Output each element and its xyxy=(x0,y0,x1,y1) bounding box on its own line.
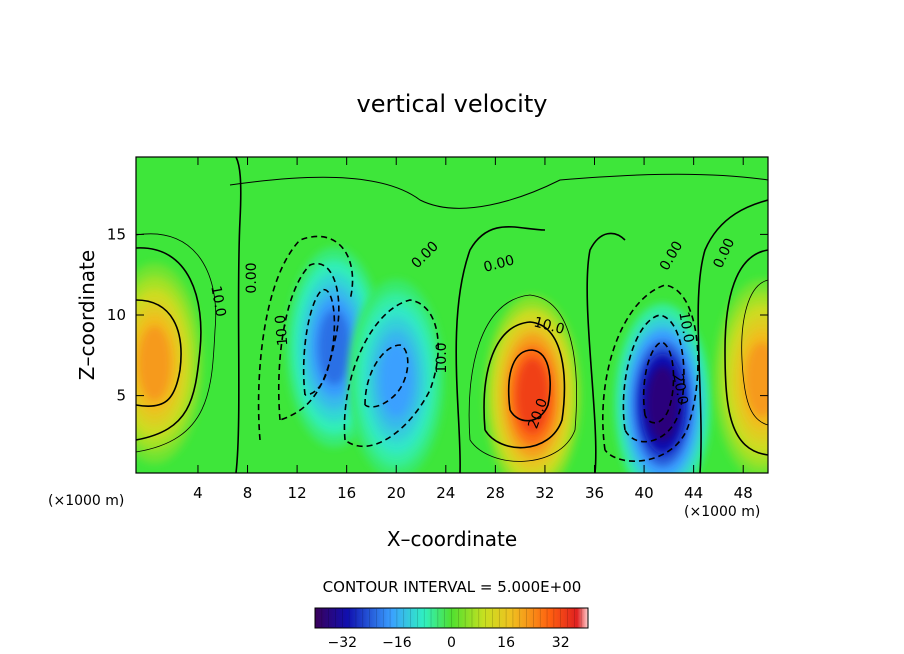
y-tick-label: 10 xyxy=(107,306,126,324)
x-tick-label: 28 xyxy=(486,484,505,502)
x-tick-label: 48 xyxy=(734,484,753,502)
colorbar-ticks: −32 −16 0 16 32 xyxy=(328,635,570,651)
heat-cell xyxy=(516,358,549,434)
colorbar-tick-label: −16 xyxy=(382,635,412,651)
x-unit-right: (×1000 m) xyxy=(684,504,760,520)
contour-interval-text: CONTOUR INTERVAL = 5.000E+00 xyxy=(323,578,582,596)
y-tick-label: 5 xyxy=(116,387,126,405)
contour-lines xyxy=(136,157,768,473)
colorbar-tick-label: 32 xyxy=(552,635,570,651)
x-tick-label: 32 xyxy=(535,484,554,502)
contour-label: 10.0 xyxy=(207,285,228,318)
x-tick-label: 24 xyxy=(436,484,455,502)
x-tick-label: 4 xyxy=(193,484,203,502)
contour-label: 0.00 xyxy=(482,252,516,276)
x-tick-label: 8 xyxy=(243,484,253,502)
heat-cell xyxy=(745,342,768,417)
contour-label: 10.0 xyxy=(675,311,696,344)
x-tick-label: 16 xyxy=(337,484,356,502)
contour-label: 10.0 xyxy=(434,342,450,373)
x-unit-left: (×1000 m) xyxy=(48,493,124,509)
negative-contour-lines xyxy=(257,235,699,462)
x-tick-label: 40 xyxy=(635,484,654,502)
y-axis-label: Z–coordinate xyxy=(75,250,99,380)
y-tick-label: 15 xyxy=(107,225,126,243)
heat-cell xyxy=(380,341,413,417)
x-axis: 4 8 12 16 20 24 28 32 36 40 44 48 xyxy=(193,157,753,502)
colorbar-tick-label: −32 xyxy=(328,635,358,651)
x-tick-label: 20 xyxy=(387,484,406,502)
x-tick-label: 44 xyxy=(684,484,703,502)
contour-label: 0.00 xyxy=(244,262,260,293)
colorbar-tick-label: 0 xyxy=(447,635,456,651)
x-tick-label: 36 xyxy=(585,484,604,502)
heat-cell xyxy=(138,325,171,401)
contour-label: 20.0 xyxy=(669,373,690,406)
x-axis-label: X–coordinate xyxy=(387,527,517,551)
contour-label: 10.0 xyxy=(273,314,292,346)
colorbar xyxy=(314,607,589,629)
chart-title: vertical velocity xyxy=(357,90,548,118)
colorbar-stripes xyxy=(321,609,582,627)
contour-label: 10.0 xyxy=(532,314,566,338)
colorbar-tick-label: 16 xyxy=(497,635,515,651)
y-axis: 5 10 15 xyxy=(107,225,768,405)
x-tick-label: 12 xyxy=(288,484,307,502)
